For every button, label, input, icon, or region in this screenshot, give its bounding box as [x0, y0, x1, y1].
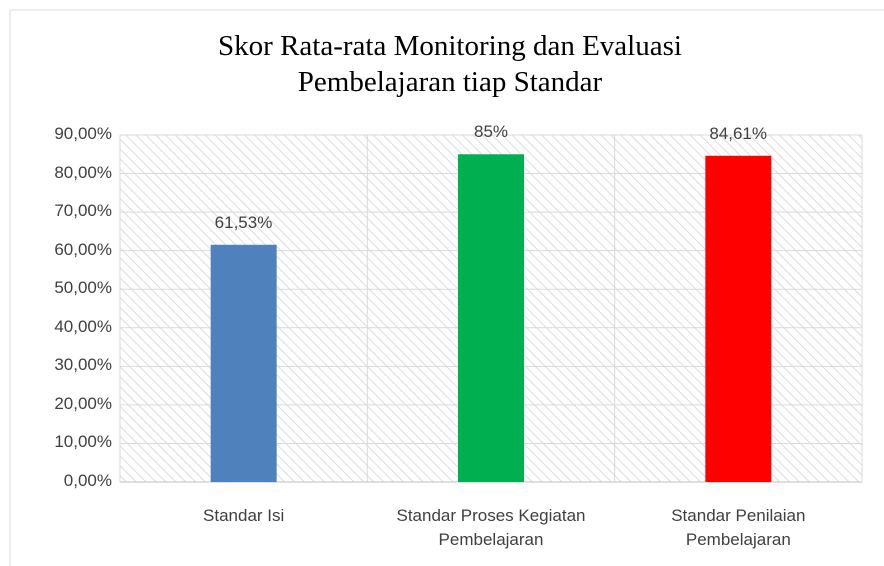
x-tick-label: Standar Isi	[203, 506, 285, 525]
y-tick-label: 90,00%	[54, 124, 112, 143]
bar	[705, 155, 772, 483]
data-label: 84,61%	[709, 123, 767, 143]
y-tick-label: 40,00%	[54, 316, 112, 336]
y-tick-label: 10,00%	[54, 432, 112, 452]
y-tick-label: 70,00%	[54, 201, 112, 221]
y-tick-label: 0,00%	[63, 471, 112, 490]
bar	[458, 154, 524, 482]
x-tick-label: Standar Penilaian Pembelajaran	[671, 506, 806, 549]
data-label: 85%	[474, 122, 509, 142]
y-tick-label: 20,00%	[54, 393, 112, 413]
data-label: 61,53%	[214, 212, 273, 232]
y-tick-label: 80,00%	[54, 162, 112, 182]
chart-title: Skor Rata-rata Monitoring dan Evaluasi P…	[218, 30, 682, 98]
y-tick-label: 30,00%	[54, 355, 112, 375]
bar	[210, 244, 277, 482]
y-tick-label: 60,00%	[54, 239, 112, 259]
y-tick-label: 50,00%	[54, 278, 112, 298]
chart-border	[9, 9, 884, 566]
x-tick-label: Standar Proses Kegiatan Pembelajaran	[396, 506, 586, 549]
